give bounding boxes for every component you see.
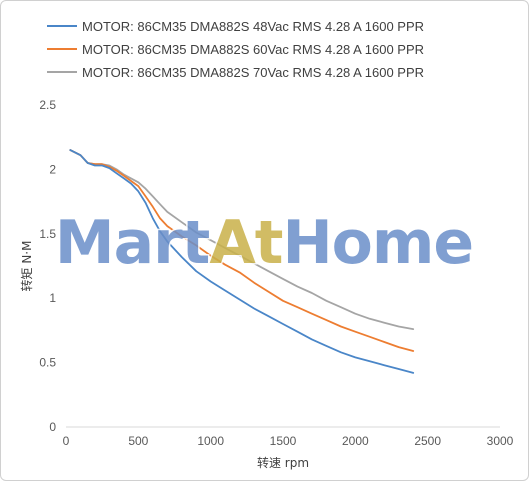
y-tick-label: 1 [49, 291, 56, 305]
x-tick-labels: 0 500 1000 1500 2000 2500 3000 [63, 434, 514, 448]
y-axis-title: 转矩 N·M [19, 241, 34, 292]
legend-item: MOTOR: 86CM35 DMA882S 60Vac RMS 4.28 A 1… [47, 42, 424, 57]
legend-label: MOTOR: 86CM35 DMA882S 60Vac RMS 4.28 A 1… [82, 42, 424, 57]
x-tick-label: 3000 [487, 434, 514, 448]
y-tick-label: 2 [49, 162, 56, 176]
x-tick-label: 2000 [342, 434, 369, 448]
legend-item: MOTOR: 86CM35 DMA882S 48Vac RMS 4.28 A 1… [47, 19, 424, 34]
series-layer [69, 149, 415, 374]
legend: MOTOR: 86CM35 DMA882S 48Vac RMS 4.28 A 1… [47, 19, 424, 80]
watermark-text: MartAtHome [55, 208, 473, 278]
y-tick-label: 2.5 [39, 98, 56, 112]
series-line-2 [69, 149, 415, 330]
x-tick-label: 1500 [270, 434, 297, 448]
x-axis-title: 转速 rpm [257, 455, 309, 470]
y-tick-label: 0.5 [39, 356, 56, 370]
legend-label: MOTOR: 86CM35 DMA882S 48Vac RMS 4.28 A 1… [82, 19, 424, 34]
x-tick-label: 500 [128, 434, 148, 448]
series-line-1 [69, 149, 415, 352]
series-line-0 [69, 149, 415, 374]
watermark-logo: MartAtHome [53, 207, 475, 280]
legend-label: MOTOR: 86CM35 DMA882S 70Vac RMS 4.28 A 1… [82, 65, 424, 80]
legend-item: MOTOR: 86CM35 DMA882S 70Vac RMS 4.28 A 1… [47, 65, 424, 80]
y-tick-label: 0 [49, 420, 56, 434]
y-tick-label: 1.5 [39, 227, 56, 241]
x-tick-label: 2500 [414, 434, 441, 448]
x-tick-label: 1000 [197, 434, 224, 448]
y-tick-labels: 0 0.5 1 1.5 2 2.5 [39, 98, 56, 434]
x-tick-label: 0 [63, 434, 70, 448]
